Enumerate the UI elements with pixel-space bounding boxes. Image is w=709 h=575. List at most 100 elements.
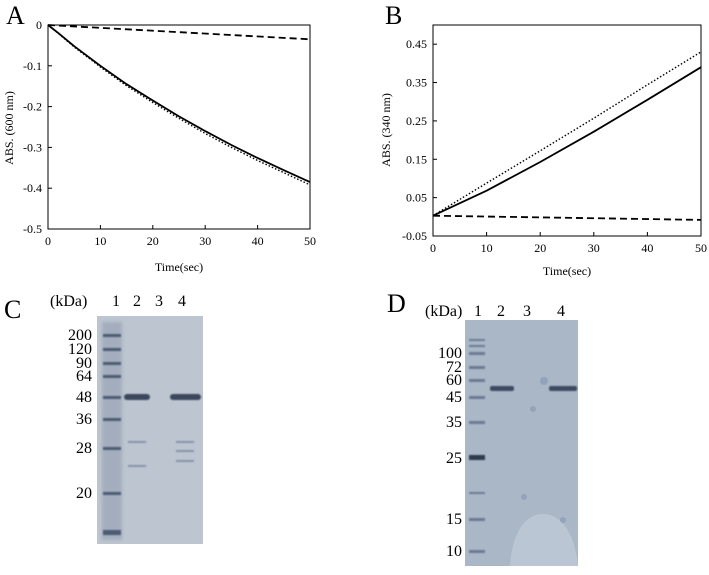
- gel-c-band-28: [103, 447, 121, 450]
- gel-c-lane4-faint-2: [176, 450, 194, 452]
- gel-d-band-45: [469, 396, 485, 399]
- chart-a-series-solid: [47, 24, 311, 183]
- chart-b-ytick-label: 0.05: [406, 191, 427, 205]
- chart-a-xlabel: Time(sec): [155, 260, 203, 274]
- gel-d-band-10: [469, 550, 485, 553]
- gel-d-band-60: [469, 379, 485, 382]
- gel-c-marker-90: 90: [76, 355, 92, 372]
- chart-a-ylabel: ABS. (600 nm): [2, 91, 16, 165]
- gel-c-lane-1: 1: [112, 293, 120, 310]
- gel-d-band-35: [469, 421, 485, 424]
- gel-d-marker-35: 35: [446, 414, 462, 431]
- chart-a-xtick-label: 0: [45, 234, 51, 248]
- gel-d-spot-4: [530, 406, 536, 412]
- panel-c-letter: C: [4, 295, 21, 324]
- gel-c-band-bottom: [103, 530, 121, 535]
- chart-b-series-dashed: [432, 214, 702, 221]
- gel-d-marker-bands: [469, 339, 485, 553]
- gel-d-marker-labels: 100 72 60 45 35 25 15 10: [438, 345, 462, 560]
- gel-d-marker-45: 45: [446, 389, 462, 406]
- gel-d-band-72: [469, 366, 485, 369]
- gel-d-spot-3: [560, 517, 566, 523]
- chart-b-xlabel: Time(sec): [543, 264, 591, 278]
- gel-c-marker-48: 48: [76, 389, 92, 406]
- panel-b-letter: B: [385, 1, 402, 30]
- gel-c-lane4-faint-3: [176, 460, 194, 462]
- gel-d-band-top-1: [469, 339, 485, 341]
- gel-d-marker-100: 100: [438, 345, 462, 362]
- gel-c-marker-bands: [103, 334, 121, 535]
- gel-c-marker-64: 64: [76, 368, 92, 385]
- chart-b-ylabel: ABS. (340 nm): [379, 93, 393, 167]
- gel-d-marker-10: 10: [446, 543, 462, 560]
- gel-c-band-20: [103, 492, 121, 495]
- gel-c-image: [97, 316, 203, 544]
- gel-d-lane2-main-band: [490, 386, 514, 391]
- gel-d-spot-2: [521, 494, 527, 500]
- chart-a-ytick-label: -0.5: [23, 222, 42, 236]
- gel-c-lane-4: 4: [178, 293, 186, 310]
- chart-b-ytick-label: -0.05: [402, 229, 427, 243]
- chart-b-ytick-label: 0.35: [406, 76, 427, 90]
- chart-b-xtick-label: 50: [695, 241, 707, 255]
- gel-c-lane-2: 2: [133, 293, 141, 310]
- gel-c-lane2-main-band: [124, 394, 150, 400]
- chart-a-frame: [47, 24, 311, 230]
- gel-c-band-48: [103, 396, 121, 399]
- panel-d-letter: D: [387, 289, 406, 318]
- chart-a: ABS. (600 nm) Time(sec) 0 10 20 30 40 50 0 -0.1…: [2, 18, 316, 274]
- gel-d-kda-label: (kDa): [425, 303, 462, 320]
- gel-d-lane-labels: 1 2 3 4: [474, 303, 565, 320]
- chart-a-xtick-label: 20: [147, 234, 159, 248]
- gel-d-lane4-main-band: [549, 386, 577, 391]
- gel-d-spot-1: [540, 377, 548, 385]
- gel-c-faint-bands: [128, 441, 194, 467]
- gel-c-marker-smear: [102, 322, 122, 540]
- gel-c-marker-labels: 200 120 90 64 48 36 28 20: [68, 327, 92, 502]
- gel-c-lane-labels: 1 2 3 4: [112, 293, 186, 310]
- gel-d-image: [465, 320, 578, 566]
- chart-b-ytick-label: 0.45: [406, 37, 427, 51]
- gel-c-band-120: [103, 348, 121, 351]
- gel-d-marker-60: 60: [446, 372, 462, 389]
- chart-a-ytick-label: -0.3: [23, 140, 42, 154]
- gel-d-artifact: [510, 513, 578, 566]
- gel-c-band-36: [103, 418, 121, 421]
- gel-c-lane2-faint-2: [128, 465, 146, 467]
- gel-c-marker-200: 200: [68, 327, 92, 344]
- chart-a-xtick-label: 10: [94, 234, 106, 248]
- chart-a-ytick-label: -0.2: [23, 100, 42, 114]
- chart-b-ytick-label: 0.15: [406, 152, 427, 166]
- gel-d-lane-1: 1: [474, 303, 482, 320]
- gel-d-band-20: [469, 492, 485, 494]
- gel-d-band-25: [469, 455, 485, 460]
- gel-c-lane4-faint-1: [176, 441, 194, 443]
- gel-c-lane4-main-band: [170, 394, 201, 400]
- gel-c-lane-3: 3: [155, 293, 163, 310]
- gel-c-band-90: [103, 362, 121, 365]
- gel-c-kda-label: (kDa): [50, 293, 87, 310]
- gel-d-marker-15: 15: [446, 511, 462, 528]
- gel-d-band-100: [469, 352, 485, 355]
- gel-c-marker-20: 20: [76, 485, 92, 502]
- chart-b-series-dotted: [432, 51, 702, 217]
- gel-d-lane-2: 2: [497, 303, 505, 320]
- panel-a-letter: A: [6, 1, 25, 30]
- chart-a-ytick-label: 0: [36, 18, 42, 32]
- gel-c-marker-28: 28: [76, 440, 92, 457]
- chart-a-xtick-label: 40: [252, 234, 264, 248]
- chart-b-xtick-label: 10: [481, 241, 493, 255]
- gel-c-lane2-faint-1: [128, 441, 146, 443]
- chart-b-series-solid: [432, 66, 702, 217]
- gel-d-band-15: [469, 518, 485, 521]
- chart-b-xtick-label: 30: [588, 241, 600, 255]
- chart-b-xtick-label: 0: [430, 241, 436, 255]
- chart-b: ABS. (340 nm) Time(sec) 0 10 20 30 40 50 0.45 0…: [379, 24, 707, 278]
- gel-c-band-200: [103, 334, 121, 337]
- chart-a-series-dashed: [47, 24, 311, 41]
- chart-b-ytick-label: 0.25: [406, 114, 427, 128]
- gel-d-lane-4: 4: [557, 303, 565, 320]
- chart-b-xtick-label: 20: [534, 241, 546, 255]
- gel-d-marker-72: 72: [446, 359, 462, 376]
